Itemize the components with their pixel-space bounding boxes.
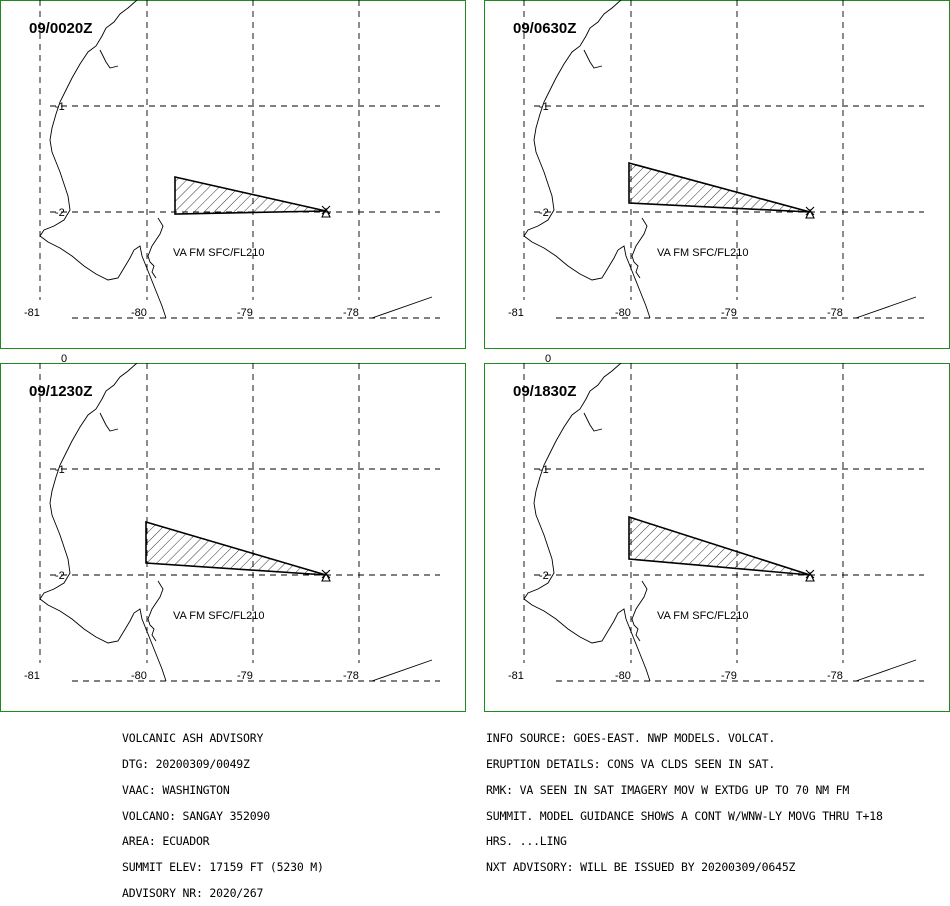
longitude-label: -78 <box>827 307 843 319</box>
latitude-label: -2 <box>539 207 549 219</box>
plume-level-label: VA FM SFC/FL210 <box>173 247 265 259</box>
advisory-line: NXT ADVISORY: WILL BE ISSUED BY 20200309… <box>486 860 796 875</box>
panel-frame <box>484 363 950 712</box>
coastline <box>39 0 167 319</box>
volcano-icon <box>321 205 331 215</box>
longitude-label: -81 <box>508 307 524 319</box>
latitude-label: -1 <box>539 101 549 113</box>
longitude-label: -79 <box>721 670 737 682</box>
volcano-icon <box>321 207 331 218</box>
panel-time-label: 09/1830Z <box>513 383 576 400</box>
plume-level-label: VA FM SFC/FL210 <box>657 247 749 259</box>
map-panel: 09/0630Z 0 -1 -2 -81 -80 -79 -78 VA FM SFC/FL210 <box>484 0 950 349</box>
latitude-label: -2 <box>55 570 65 582</box>
coastline <box>99 49 119 69</box>
advisory-line: SUMMIT ELEV: 17159 FT (5230 M) <box>122 860 324 875</box>
map-panel: 09/1830Z 0 -1 -2 -81 -80 -79 -78 VA FM SFC/FL210 <box>484 363 950 712</box>
volcano-icon <box>321 569 331 579</box>
latitude-label-zero: 0 <box>61 353 68 365</box>
coastline <box>583 49 603 69</box>
coastline <box>371 659 433 682</box>
longitude-label: -78 <box>827 670 843 682</box>
longitude-label: -81 <box>24 670 40 682</box>
coastline <box>39 363 167 682</box>
latitude-label: -2 <box>55 207 65 219</box>
advisory-line: AREA: ECUADOR <box>122 834 210 849</box>
map-panel: 09/1230Z 0 -1 -2 -81 -80 -79 -78 VA FM SFC/FL210 <box>0 363 466 712</box>
longitude-label: -80 <box>131 670 147 682</box>
plume-level-label: VA FM SFC/FL210 <box>657 610 749 622</box>
map-panel-svg: 09/1830Z 0 -1 -2 -81 -80 -79 -78 VA FM SFC/FL210 <box>484 363 950 712</box>
ash-plume <box>145 520 327 576</box>
coastline <box>99 412 119 432</box>
advisory-line: ERUPTION DETAILS: CONS VA CLDS SEEN IN S… <box>486 756 776 771</box>
panel-frame <box>0 0 466 349</box>
advisory-line: RMK: VA SEEN IN SAT IMAGERY MOV W EXTDG … <box>486 782 850 797</box>
latitude-label-zero: 0 <box>545 353 552 365</box>
latitude-label: -1 <box>55 101 65 113</box>
volcano-icon <box>321 571 331 582</box>
coastline <box>855 296 917 319</box>
longitude-label: -78 <box>343 670 359 682</box>
coastline <box>631 217 648 279</box>
coastline <box>147 217 164 279</box>
coastline <box>583 412 603 432</box>
longitude-label: -79 <box>237 307 253 319</box>
plume-level-label: VA FM SFC/FL210 <box>173 610 265 622</box>
map-panel: 09/0020Z -1 -2 -81 -80 -79 -78 VA FM SFC/FL210 <box>0 0 466 349</box>
panel-frame <box>0 363 466 712</box>
volcano-icon <box>805 206 815 216</box>
map-panel-svg: 09/0020Z -1 -2 -81 -80 -79 -78 VA FM SFC/FL210 <box>0 0 466 349</box>
advisory-line: HRS. ...LING <box>486 834 567 849</box>
advisory-line: DTG: 20200309/0049Z <box>122 756 250 771</box>
longitude-label: -81 <box>508 670 524 682</box>
ash-plume <box>174 175 327 215</box>
longitude-label: -80 <box>615 670 631 682</box>
advisory-right: INFO SOURCE: GOES-EAST. NWP MODELS. VOLC… <box>486 717 883 880</box>
latitude-label: -1 <box>55 464 65 476</box>
advisory-line: SUMMIT. MODEL GUIDANCE SHOWS A CONT W/WN… <box>486 808 883 823</box>
latitude-label: -1 <box>539 464 549 476</box>
coastline <box>371 296 433 319</box>
coastline <box>631 580 648 642</box>
longitude-label: -78 <box>343 307 359 319</box>
coastline <box>855 659 917 682</box>
ash-plume <box>628 161 811 213</box>
longitude-label: -79 <box>721 307 737 319</box>
latitude-label-zero: 0 <box>545 0 551 2</box>
volcano-icon <box>805 208 815 219</box>
advisory-line: VOLCANO: SANGAY 352090 <box>122 808 270 823</box>
latitude-label: 0 <box>60 363 66 365</box>
latitude-label: 0 <box>544 0 550 2</box>
latitude-label: 0 <box>544 363 550 365</box>
advisory-line: VOLCANIC ASH ADVISORY <box>122 731 264 746</box>
advisory-line: VAAC: WASHINGTON <box>122 782 230 797</box>
longitude-label: -80 <box>615 307 631 319</box>
ash-plume <box>628 515 811 576</box>
panel-frame <box>484 0 950 349</box>
volcano-icon <box>805 569 815 579</box>
panel-time-label: 09/0020Z <box>29 20 92 37</box>
longitude-label: -79 <box>237 670 253 682</box>
volcano-icon <box>805 571 815 582</box>
map-panel-svg: 09/1230Z 0 -1 -2 -81 -80 -79 -78 VA FM SFC/FL210 <box>0 363 466 712</box>
coastline <box>147 580 164 642</box>
latitude-label: -2 <box>539 570 549 582</box>
coastline <box>523 363 651 682</box>
longitude-label: -81 <box>24 307 40 319</box>
map-panel-svg: 09/0630Z 0 -1 -2 -81 -80 -79 -78 VA FM SFC/FL210 <box>484 0 950 349</box>
panel-time-label: 09/0630Z <box>513 20 576 37</box>
advisory-line: INFO SOURCE: GOES-EAST. NWP MODELS. VOLC… <box>486 731 776 746</box>
coastline <box>523 0 651 319</box>
panel-time-label: 09/1230Z <box>29 383 92 400</box>
advisory-line: ADVISORY NR: 2020/267 <box>122 885 264 900</box>
longitude-label: -80 <box>131 307 147 319</box>
